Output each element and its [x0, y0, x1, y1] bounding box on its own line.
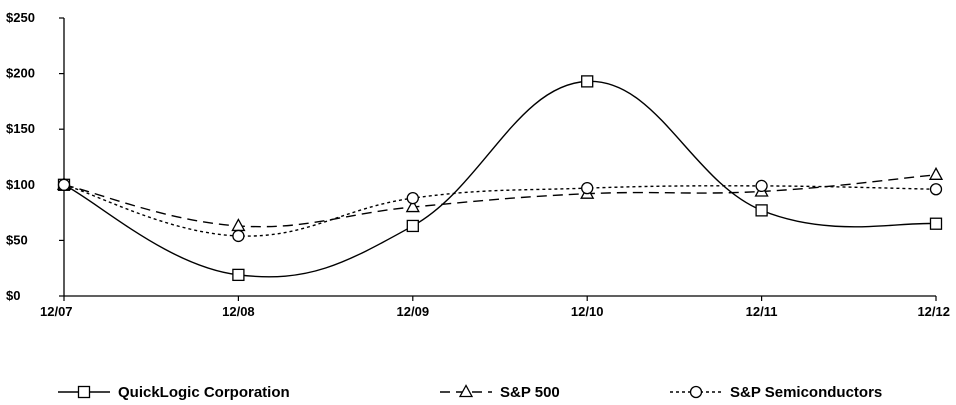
legend-marker-sandp-500	[458, 384, 474, 398]
data-point-sandp-semiconductors	[406, 191, 419, 205]
legend-marker-sandp-semiconductors	[689, 385, 703, 399]
data-point-sandp-semiconductors	[232, 229, 245, 243]
x-tick-label: 12/07	[40, 304, 73, 319]
data-point-sandp-500	[928, 166, 944, 180]
y-tick-label: $200	[6, 66, 35, 81]
series-line-quicklogic-corporation	[63, 80, 937, 278]
y-axis-ticks: $0 $50 $100 $150 $200 $250	[6, 10, 64, 303]
data-point-sandp-semiconductors	[929, 183, 943, 196]
data-point-quicklogic-corporation	[232, 268, 245, 282]
legend-label-quicklogic-corporation: QuickLogic Corporation	[118, 384, 290, 401]
series-quicklogic-corporation	[57, 75, 943, 282]
legend-label-sandp-semiconductors: S&P Semiconductors	[730, 384, 882, 401]
legend: QuickLogic Corporation S&P 500 S&P Semicon…	[58, 384, 882, 401]
series-line-sandp-semiconductors	[63, 184, 937, 237]
y-tick-label: $50	[6, 232, 28, 247]
data-point-sandp-500	[231, 218, 246, 232]
data-point-sandp-semiconductors	[57, 178, 71, 191]
x-tick-label: 12/09	[397, 304, 430, 319]
x-axis-ticks: 12/07 12/08 12/09 12/10 12/11 12/12	[40, 296, 950, 319]
x-tick-label: 12/12	[917, 304, 950, 319]
data-point-quicklogic-corporation	[929, 217, 943, 230]
y-tick-label: $150	[6, 121, 35, 136]
legend-label-sandp-500: S&P 500	[500, 384, 560, 401]
legend-item-quicklogic-corporation: QuickLogic Corporation	[58, 384, 290, 401]
series-group	[56, 75, 944, 282]
y-tick-label: $100	[6, 177, 35, 192]
series-line-sandp-500	[63, 174, 937, 228]
y-tick-label: $250	[6, 10, 35, 25]
y-tick-label: $0	[6, 288, 20, 303]
series-sandp-500	[56, 166, 944, 232]
axes	[63, 18, 936, 297]
legend-marker-quicklogic-corporation	[77, 385, 91, 399]
data-point-quicklogic-corporation	[581, 75, 594, 88]
series-sandp-semiconductors	[57, 178, 943, 243]
data-point-sandp-semiconductors	[755, 179, 768, 193]
legend-item-sandp-500: S&P 500	[440, 384, 560, 401]
x-tick-label: 12/10	[571, 304, 604, 319]
legend-item-sandp-semiconductors: S&P Semiconductors	[670, 384, 882, 401]
data-point-quicklogic-corporation	[755, 204, 768, 217]
data-point-sandp-semiconductors	[581, 181, 594, 195]
x-tick-label: 12/08	[222, 304, 255, 319]
x-tick-label: 12/11	[746, 304, 778, 319]
data-point-sandp-500	[405, 199, 420, 213]
data-point-quicklogic-corporation	[406, 219, 419, 233]
